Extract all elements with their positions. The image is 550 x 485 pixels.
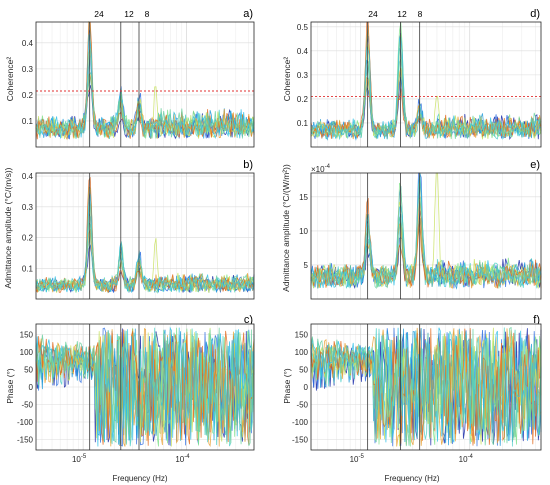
x-axis-label-right: Frequency (Hz) xyxy=(384,474,439,483)
panel-e: Admittance amplitude (°C/(W/m²)) e) ×10-… xyxy=(281,159,540,292)
panel-a: 24 12 8 Coherence² a) xyxy=(5,8,253,101)
y-axis-label: Phase (°) xyxy=(5,368,15,404)
y-axis-label: Admittance amplitude (°C/(m/s)) xyxy=(3,167,13,288)
peak-label-24: 24 xyxy=(368,9,378,19)
peak-label-12: 12 xyxy=(397,9,407,19)
series-line xyxy=(310,59,542,139)
y-axis-label: Phase (°) xyxy=(282,368,292,404)
plot-frame xyxy=(35,21,255,148)
panel-f: Phase (°) f) xyxy=(282,314,540,404)
peak-label-8: 8 xyxy=(145,9,150,19)
plot-frame xyxy=(310,21,542,148)
y-tick-label: -50 xyxy=(21,401,33,410)
series-line xyxy=(35,222,255,294)
x-tick-label: 10-4 xyxy=(459,454,474,464)
peak-label-12: 12 xyxy=(124,9,134,19)
series-line xyxy=(35,232,255,293)
series-line xyxy=(310,197,542,289)
y-tick-label: 0.2 xyxy=(22,91,34,100)
series-line xyxy=(310,327,542,443)
y-tick-label: 0.1 xyxy=(22,117,34,126)
plot-5: 5 10 15 xyxy=(299,172,542,300)
plot-3: -150 -100 -50 0 50 100 150 10-5 10-4 xyxy=(17,323,255,464)
y-tick-label: 0.4 xyxy=(22,39,34,48)
y-tick-label: 0.3 xyxy=(22,65,34,74)
y-tick-label: 5 xyxy=(304,261,309,270)
panel-b: Admittance amplitude (°C/(m/s)) b) xyxy=(3,159,253,289)
y-axis-label: Coherence² xyxy=(5,57,15,102)
panel-label: b) xyxy=(243,159,253,171)
y-tick-label: 0.5 xyxy=(297,23,309,32)
y-tick-label: 0.3 xyxy=(297,71,309,80)
series-line xyxy=(35,327,255,446)
y-tick-label: -100 xyxy=(17,418,34,427)
series-line xyxy=(310,326,542,447)
peak-label-24: 24 xyxy=(94,9,104,19)
y-tick-label: 15 xyxy=(299,193,308,202)
plot-2: 0.1 0.2 0.3 0.4 xyxy=(22,172,255,300)
x-axis-label-left: Frequency (Hz) xyxy=(112,474,167,483)
panel-label: a) xyxy=(243,8,253,20)
x-tick-label: 10-4 xyxy=(175,454,190,464)
panel-label: f) xyxy=(533,314,540,326)
y-tick-label: 100 xyxy=(295,348,309,357)
panel-c: Phase (°) c) xyxy=(5,314,253,404)
y-axis-label: Coherence² xyxy=(282,57,292,102)
plot-frame xyxy=(310,323,542,451)
y-tick-label: 0.4 xyxy=(22,172,34,181)
y-tick-label: 50 xyxy=(24,366,33,375)
y-tick-label: 0.4 xyxy=(297,47,309,56)
plot-6: -150 -100 -50 0 50 100 150 10-5 10-4 xyxy=(292,323,542,464)
plot-frame xyxy=(35,323,255,451)
y-tick-label: 0 xyxy=(304,383,309,392)
peak-label-8: 8 xyxy=(418,9,423,19)
panel-label: d) xyxy=(530,8,540,20)
y-tick-label: -150 xyxy=(292,436,309,445)
x-tick-label: 10-5 xyxy=(350,454,365,464)
y-multiplier: ×10-4 xyxy=(311,164,331,174)
plot-1: 0.1 0.2 0.3 0.4 xyxy=(22,20,255,148)
y-tick-label: 100 xyxy=(20,348,34,357)
y-tick-label: 50 xyxy=(299,366,308,375)
series-line xyxy=(35,71,255,139)
x-tick-label: 10-5 xyxy=(72,454,87,464)
y-axis-label: Admittance amplitude (°C/(W/m²)) xyxy=(281,164,291,292)
y-tick-label: -100 xyxy=(292,418,309,427)
y-tick-label: 10 xyxy=(299,227,308,236)
series-line xyxy=(310,36,542,140)
panel-label: e) xyxy=(530,159,540,171)
plot-frame xyxy=(35,172,255,300)
plot-frame xyxy=(310,172,542,300)
y-tick-label: 150 xyxy=(20,331,34,340)
plot-4: 0.1 0.2 0.3 0.4 0.5 xyxy=(297,21,542,148)
panel-label: c) xyxy=(244,314,253,326)
y-tick-label: 0.2 xyxy=(297,95,309,104)
panel-d: 24 12 8 Coherence² d) xyxy=(282,8,540,101)
y-tick-label: 0 xyxy=(29,383,34,392)
y-tick-label: 0.3 xyxy=(22,203,34,212)
y-tick-label: -50 xyxy=(296,401,308,410)
y-tick-label: 0.2 xyxy=(22,234,34,243)
y-tick-label: 0.1 xyxy=(22,264,34,273)
y-tick-label: -150 xyxy=(17,436,34,445)
y-tick-label: 0.1 xyxy=(297,119,309,128)
y-tick-label: 150 xyxy=(295,331,309,340)
series-line xyxy=(35,194,255,293)
